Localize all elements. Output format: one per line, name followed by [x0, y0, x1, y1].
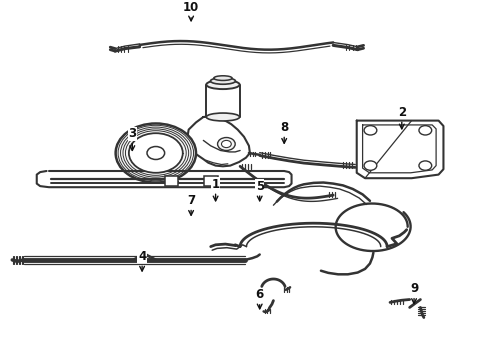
Text: 9: 9: [410, 282, 418, 303]
Bar: [165, 176, 178, 186]
Circle shape: [218, 138, 235, 150]
Ellipse shape: [211, 78, 236, 84]
Circle shape: [364, 161, 377, 170]
Circle shape: [419, 126, 432, 135]
Text: 10: 10: [183, 1, 199, 21]
Text: 5: 5: [256, 180, 264, 201]
Ellipse shape: [206, 113, 240, 121]
Circle shape: [419, 161, 432, 170]
Circle shape: [129, 133, 183, 173]
Bar: [204, 176, 218, 186]
Ellipse shape: [214, 76, 232, 80]
Text: 4: 4: [138, 250, 146, 271]
Text: 3: 3: [128, 127, 136, 150]
Circle shape: [116, 123, 196, 183]
Circle shape: [221, 140, 231, 148]
Ellipse shape: [206, 80, 240, 89]
Text: 1: 1: [212, 178, 220, 201]
Text: 2: 2: [398, 106, 406, 129]
Circle shape: [364, 126, 377, 135]
Text: 8: 8: [280, 121, 288, 143]
Circle shape: [147, 147, 165, 159]
Text: 7: 7: [187, 194, 195, 215]
Text: 6: 6: [256, 288, 264, 309]
